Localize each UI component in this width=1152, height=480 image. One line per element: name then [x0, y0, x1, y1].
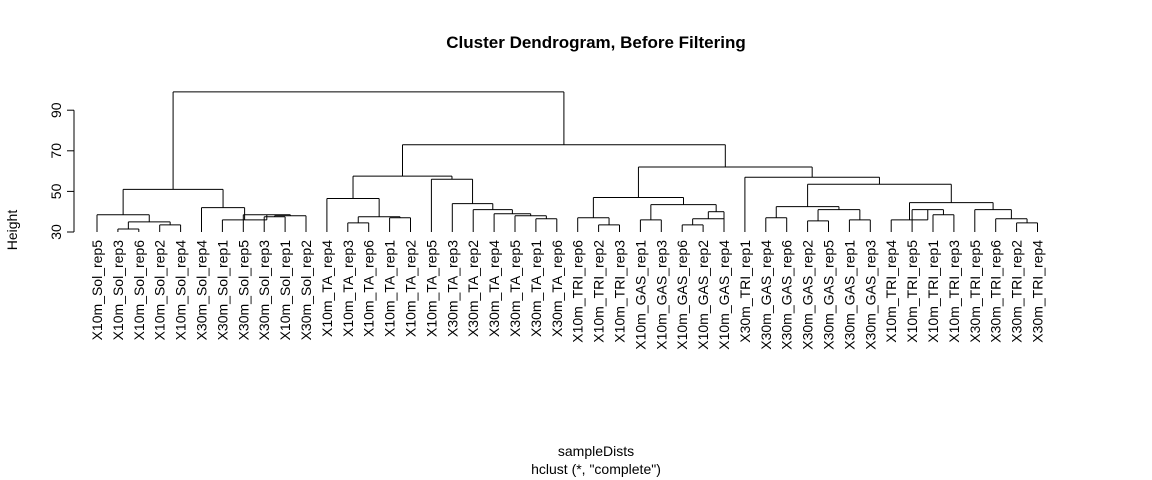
leaf-label: X10m_Sol_rep5	[89, 240, 105, 341]
leaf-label: X30m_Sol_rep2	[298, 240, 314, 341]
y-tick-label: 90	[48, 102, 64, 118]
y-axis-label: Height	[4, 210, 20, 251]
y-tick-label: 30	[48, 224, 64, 240]
leaf-label: X30m_TA_rep1	[528, 240, 544, 337]
leaf-label: X10m_TA_rep5	[423, 240, 439, 337]
leaf-label: X10m_GAS_rep2	[695, 240, 711, 350]
leaf-label: X30m_GAS_rep3	[862, 240, 878, 350]
chart-title: Cluster Dendrogram, Before Filtering	[446, 33, 745, 52]
leaf-label: X10m_TRI_rep3	[946, 240, 962, 343]
leaf-label: X30m_TRI_rep2	[1009, 240, 1025, 343]
leaf-label: X30m_Sol_rep5	[235, 240, 251, 341]
leaf-label: X10m_Sol_rep6	[131, 240, 147, 341]
leaf-label: X10m_GAS_rep6	[674, 240, 690, 350]
leaf-label: X10m_TA_rep4	[319, 240, 335, 337]
leaf-label: X30m_GAS_rep6	[779, 240, 795, 350]
leaf-label: X30m_Sol_rep4	[194, 240, 210, 341]
leaf-label: X10m_Sol_rep3	[110, 240, 126, 341]
leaf-label: X10m_GAS_rep4	[716, 240, 732, 350]
leaf-label: X10m_TA_rep1	[382, 240, 398, 337]
leaf-label: X30m_TA_rep3	[444, 240, 460, 337]
leaf-label: X30m_TA_rep4	[486, 240, 502, 337]
leaf-labels: X10m_Sol_rep5 X10m_Sol_rep3 X10m_Sol_rep6 X…	[89, 240, 1046, 350]
leaf-label: X30m_GAS_rep2	[800, 240, 816, 350]
leaf-label: X10m_GAS_rep1	[632, 240, 648, 350]
leaf-label: X30m_Sol_rep1	[214, 240, 230, 341]
leaf-label: X10m_Sol_rep1	[277, 240, 293, 341]
dendrogram-branches	[96, 91, 1038, 232]
leaf-label: X30m_TA_rep2	[465, 240, 481, 337]
leaf-label: X30m_TRI_rep6	[988, 240, 1004, 343]
leaf-label: X10m_TA_rep2	[403, 240, 419, 337]
x-axis-subtitle: hclust (*, "complete")	[531, 461, 661, 477]
y-axis: 30 50 70 90	[48, 102, 75, 240]
leaf-label: X10m_TRI_rep3	[612, 240, 628, 343]
leaf-label: X10m_TRI_rep1	[925, 240, 941, 343]
leaf-label: X30m_TRI_rep5	[967, 240, 983, 343]
leaf-label: X10m_TA_rep6	[361, 240, 377, 337]
leaf-label: X30m_GAS_rep1	[841, 240, 857, 350]
leaf-label: X10m_Sol_rep4	[173, 240, 189, 341]
leaf-label: X10m_GAS_rep3	[653, 240, 669, 350]
leaf-label: X10m_TRI_rep2	[591, 240, 607, 343]
x-axis-label: sampleDists	[558, 443, 634, 459]
leaf-label: X30m_TA_rep6	[549, 240, 565, 337]
leaf-label: X30m_GAS_rep5	[821, 240, 837, 350]
leaf-label: X10m_TRI_rep6	[570, 240, 586, 343]
leaf-label: X10m_TRI_rep5	[904, 240, 920, 343]
y-tick-label: 50	[48, 183, 64, 199]
y-tick-label: 70	[48, 143, 64, 159]
leaf-label: X30m_GAS_rep4	[758, 240, 774, 350]
leaf-label: X30m_Sol_rep3	[256, 240, 272, 341]
leaf-label: X30m_TA_rep5	[507, 240, 523, 337]
leaf-label: X30m_TRI_rep4	[1030, 240, 1046, 343]
leaf-label: X10m_TA_rep3	[340, 240, 356, 337]
leaf-label: X10m_TRI_rep4	[883, 240, 899, 343]
leaf-label: X10m_Sol_rep2	[152, 240, 168, 341]
leaf-label: X30m_TRI_rep1	[737, 240, 753, 343]
